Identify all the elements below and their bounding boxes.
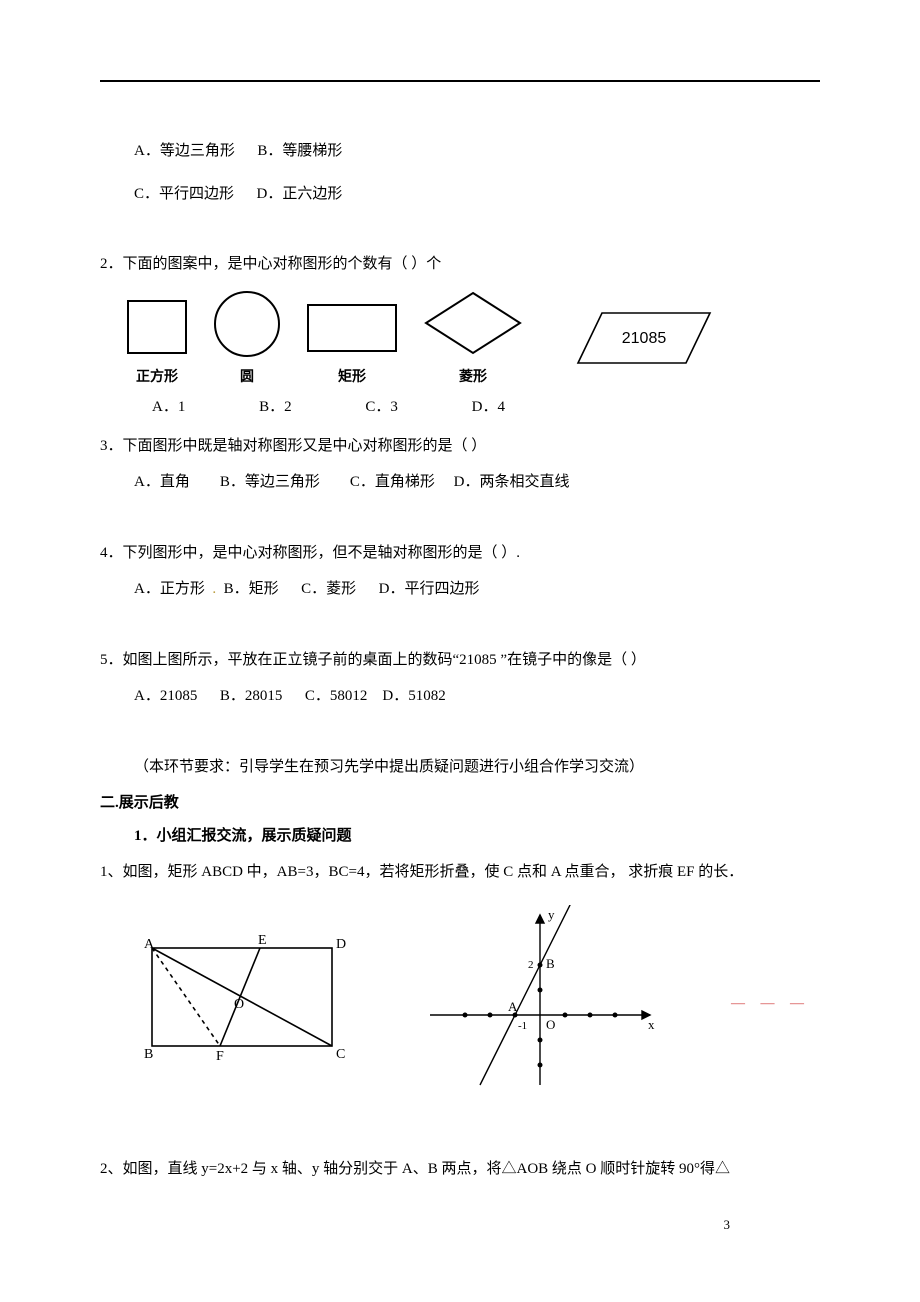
q4-opt-c: C．菱形 <box>301 581 356 597</box>
label-A: A <box>144 937 155 952</box>
q4-opt-b: B．矩形 <box>224 581 279 597</box>
q5-opt-a: A．21085 <box>134 688 197 704</box>
q4-dot: . <box>209 581 220 597</box>
q2-options: A．1 B．2 C．3 D．4 <box>100 393 820 422</box>
parallelogram-shape: 21085 <box>574 305 714 371</box>
caption-rect: 矩形 <box>338 363 366 390</box>
label-B: B <box>144 1047 153 1062</box>
label-E: E <box>258 933 267 948</box>
q3-options: A．直角 B．等边三角形 C．直角梯形 D．两条相交直线 <box>100 468 820 497</box>
axis-y-label: y <box>548 907 555 922</box>
rectangle-fold-diagram: A B C D E F O <box>130 930 350 1070</box>
q3-opt-c: C．直角梯形 <box>350 474 435 490</box>
q4-opt-d: D．平行四边形 <box>379 581 480 597</box>
q2-opt-d: D．4 <box>472 399 505 415</box>
origin-label: O <box>546 1017 555 1032</box>
q1-opt-d: D．正六边形 <box>257 186 343 202</box>
problem-1: 1、如图，矩形 ABCD 中，AB=3，BC=4，若将矩形折叠，使 C 点和 A… <box>100 858 820 887</box>
q1-options-row2: C．平行四边形 D．正六边形 <box>100 180 820 209</box>
axes-diagram: x y O A 2 B -1 <box>410 905 670 1095</box>
section-note: （本环节要求：引导学生在预习先学中提出质疑问题进行小组合作学习交流） <box>100 753 820 782</box>
q5-opt-c: C．58012 <box>305 688 368 704</box>
q3-opt-b: B．等边三角形 <box>220 474 320 490</box>
square-shape <box>122 295 192 359</box>
page-number: 3 <box>100 1213 820 1238</box>
q1-opt-c: C．平行四边形 <box>134 186 234 202</box>
rhombus-shape <box>420 287 526 359</box>
rect-shape <box>302 295 402 359</box>
diagrams-row: A B C D E F O <box>130 905 820 1095</box>
label-O: O <box>234 997 244 1012</box>
q5-stem: 5．如图上图所示，平放在正立镜子前的桌面上的数码“21085 ”在镜子中的像是（… <box>100 646 820 675</box>
label-D: D <box>336 937 346 952</box>
q2-opt-a: A．1 <box>152 399 185 415</box>
q2-figures-row: 正方形 圆 矩形 菱形 21085 <box>122 287 820 390</box>
q2-opt-b: B．2 <box>259 399 292 415</box>
horizontal-rule <box>100 80 820 82</box>
q4-opt-a: A．正方形 <box>134 581 205 597</box>
axis-x-label: x <box>648 1017 655 1032</box>
problem-2: 2、如图，直线 y=2x+2 与 x 轴、y 轴分别交于 A、B 两点，将△AO… <box>100 1155 820 1184</box>
section2-sub: 1．小组汇报交流，展示质疑问题 <box>100 822 820 851</box>
label-F: F <box>216 1049 224 1064</box>
q1-opt-b: B．等腰梯形 <box>257 143 342 159</box>
q3-stem: 3．下面图形中既是轴对称图形又是中心对称图形的是（ ） <box>100 432 820 461</box>
point-B-label: B <box>546 956 555 971</box>
circle-shape <box>210 289 284 359</box>
q5-opt-b: B．28015 <box>220 688 283 704</box>
q2-opt-c: C．3 <box>365 399 398 415</box>
caption-square: 正方形 <box>136 363 178 390</box>
tick-2: 2 <box>528 959 534 971</box>
point-A-label: A <box>508 999 518 1014</box>
q1-opt-a: A．等边三角形 <box>134 143 235 159</box>
q1-options-row1: A．等边三角形 B．等腰梯形 <box>100 137 820 166</box>
section2-title: 二.展示后教 <box>100 789 820 818</box>
parallelogram-text: 21085 <box>622 330 667 347</box>
q4-stem: 4．下列图形中，是中心对称图形，但不是轴对称图形的是（ ）. <box>100 539 820 568</box>
q5-options: A．21085 B．28015 C．58012 D．51082 <box>100 682 820 711</box>
tick-m1: -1 <box>518 1020 527 1032</box>
q5-opt-d: D．51082 <box>382 688 445 704</box>
q2-stem: 2．下面的图案中，是中心对称图形的个数有（ ）个 <box>100 250 820 279</box>
caption-circle: 圆 <box>240 363 254 390</box>
q4-options: A．正方形 . B．矩形 C．菱形 D．平行四边形 <box>100 575 820 604</box>
q3-opt-d: D．两条相交直线 <box>454 474 570 490</box>
label-C: C <box>336 1047 345 1062</box>
caption-rhombus: 菱形 <box>459 363 487 390</box>
q3-opt-a: A．直角 <box>134 474 190 490</box>
red-dashes: — — — <box>731 991 810 1018</box>
